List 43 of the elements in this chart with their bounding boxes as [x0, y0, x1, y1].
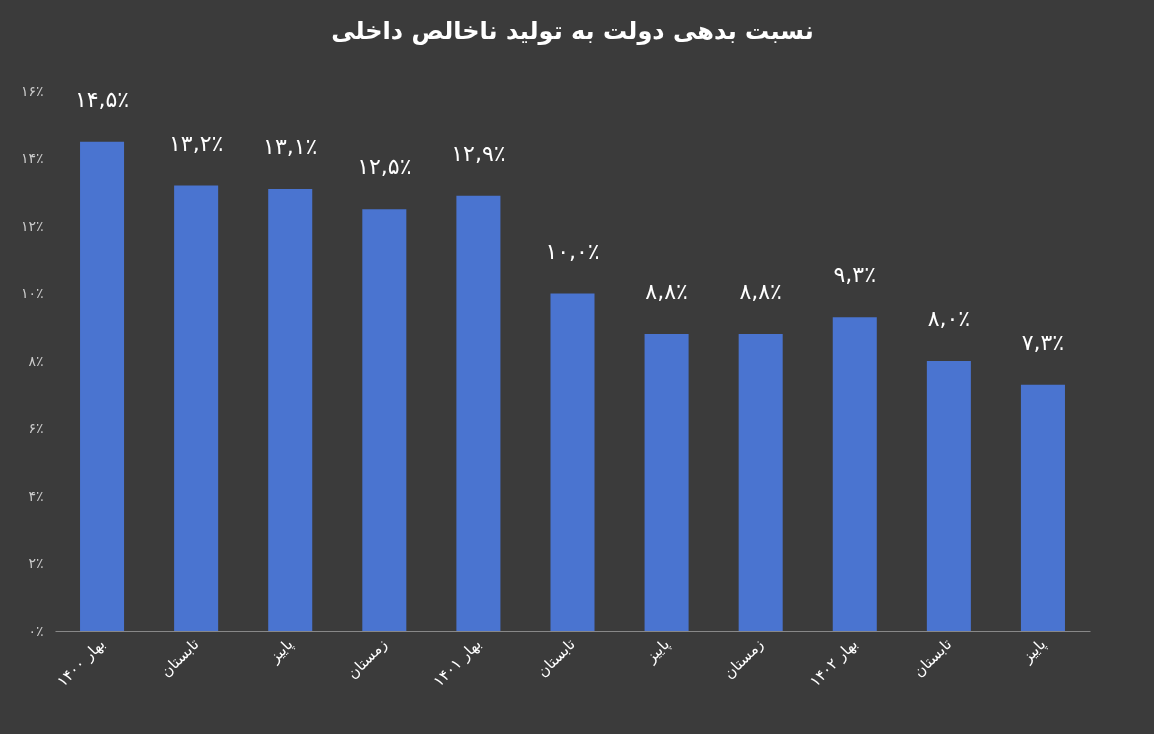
y-tick-label: ۱۰٪ [20, 285, 44, 301]
x-tick-label: زمستان [719, 635, 768, 683]
x-tick-label: پاییز [264, 635, 298, 668]
y-tick-label: ۱۶٪ [20, 82, 44, 99]
bar [1020, 384, 1065, 631]
x-tick-label: پاییز [1017, 635, 1051, 668]
data-label: ۱۲,۵٪ [357, 154, 412, 180]
data-label: ۱۴,۵٪ [74, 86, 130, 112]
y-tick-label: ۸٪ [28, 352, 44, 369]
bar [456, 195, 501, 631]
bar [550, 293, 595, 631]
bar [268, 188, 313, 631]
data-label: ۸,۰٪ [927, 306, 971, 331]
data-label: ۱۳,۱٪ [263, 133, 318, 159]
bar [644, 334, 689, 631]
bar [362, 209, 407, 631]
x-tick-label: زمستان [343, 635, 391, 683]
x-tick-label: پاییز [641, 635, 674, 668]
chart-title: نسبت بدهی دولت به تولید ناخالص داخلی [331, 17, 814, 45]
bar [926, 361, 971, 631]
bar [80, 141, 125, 631]
bar [738, 334, 783, 631]
y-tick-label: ۱۴٪ [20, 150, 44, 166]
data-label: ۹,۳٪ [833, 262, 876, 288]
x-tick-label: بهار ۱۴۰۱ [429, 635, 485, 691]
x-tick-label: تابستان [156, 635, 203, 681]
y-tick-label: ۱۲٪ [20, 217, 44, 234]
y-tick-label: ۶٪ [28, 420, 44, 436]
y-tick-label: ۰٪ [28, 622, 44, 639]
bar [174, 185, 219, 631]
y-tick-label: ۴٪ [28, 487, 44, 504]
y-tick-label: ۲٪ [28, 555, 44, 571]
x-tick-label: تابستان [533, 635, 579, 681]
data-label: ۱۲,۹٪ [451, 140, 506, 166]
bar [832, 317, 877, 631]
data-label: ۸,۸٪ [739, 279, 782, 304]
data-label: ۷,۳٪ [1021, 329, 1065, 355]
x-tick-label: تابستان [909, 635, 956, 681]
data-label: ۸,۸٪ [645, 279, 688, 304]
data-label: ۱۳,۲٪ [169, 130, 224, 156]
x-tick-label: بهار ۱۴۰۰ [53, 635, 109, 691]
x-tick-label: بهار ۱۴۰۲ [806, 635, 862, 691]
data-label: ۱۰,۰٪ [545, 238, 600, 264]
